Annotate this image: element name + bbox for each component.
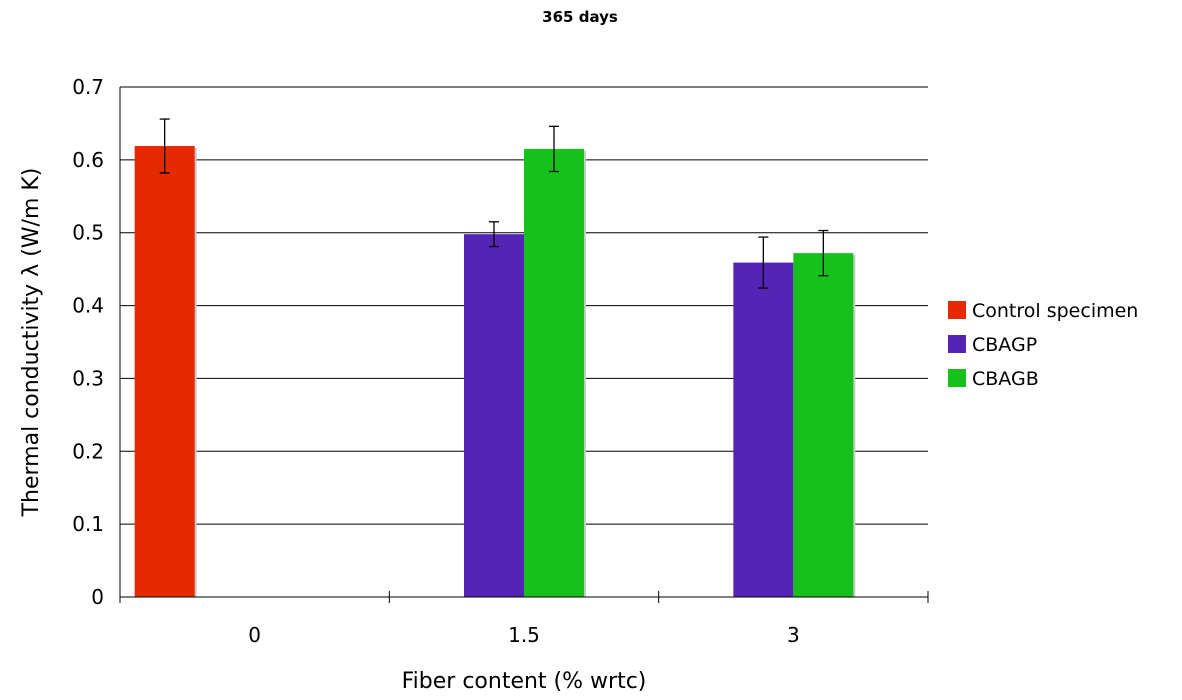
legend-label: CBAGB (972, 368, 1039, 390)
y-tick-label: 0.3 (72, 366, 104, 390)
y-tick-label: 0.5 (72, 221, 104, 245)
y-axis-label: Thermal conductivity λ (W/m K) (19, 168, 44, 518)
y-tick-label: 0.4 (72, 294, 104, 318)
legend-swatch (948, 301, 966, 319)
x-tick-labels: 0 1.5 3 (248, 623, 799, 647)
legend-label: Control specimen (972, 300, 1138, 322)
bar (793, 253, 854, 597)
legend: Control specimen CBAGP CBAGB (948, 300, 1138, 390)
y-tick-label: 0 (91, 585, 104, 609)
x-axis-label: Fiber content (% wrtc) (402, 669, 647, 694)
x-tick-label: 1.5 (508, 623, 540, 647)
bar (464, 234, 524, 597)
bar (733, 262, 794, 597)
bars-group (134, 118, 856, 597)
bar (134, 146, 195, 597)
axes (119, 87, 929, 603)
y-tick-label: 0.6 (72, 148, 104, 172)
y-tick-label: 0.2 (72, 439, 104, 463)
y-tick-label: 0.1 (72, 512, 104, 536)
y-tick-labels: 0 0.1 0.2 0.3 0.4 0.5 0.6 0.7 (72, 75, 104, 609)
legend-swatch (948, 335, 966, 353)
x-tick-label: 0 (248, 623, 261, 647)
x-tick-label: 3 (787, 623, 800, 647)
bar (524, 148, 584, 597)
legend-label: CBAGP (972, 334, 1037, 356)
y-tick-label: 0.7 (72, 75, 104, 99)
chart-title: 365 days (542, 8, 618, 26)
legend-swatch (948, 369, 966, 387)
